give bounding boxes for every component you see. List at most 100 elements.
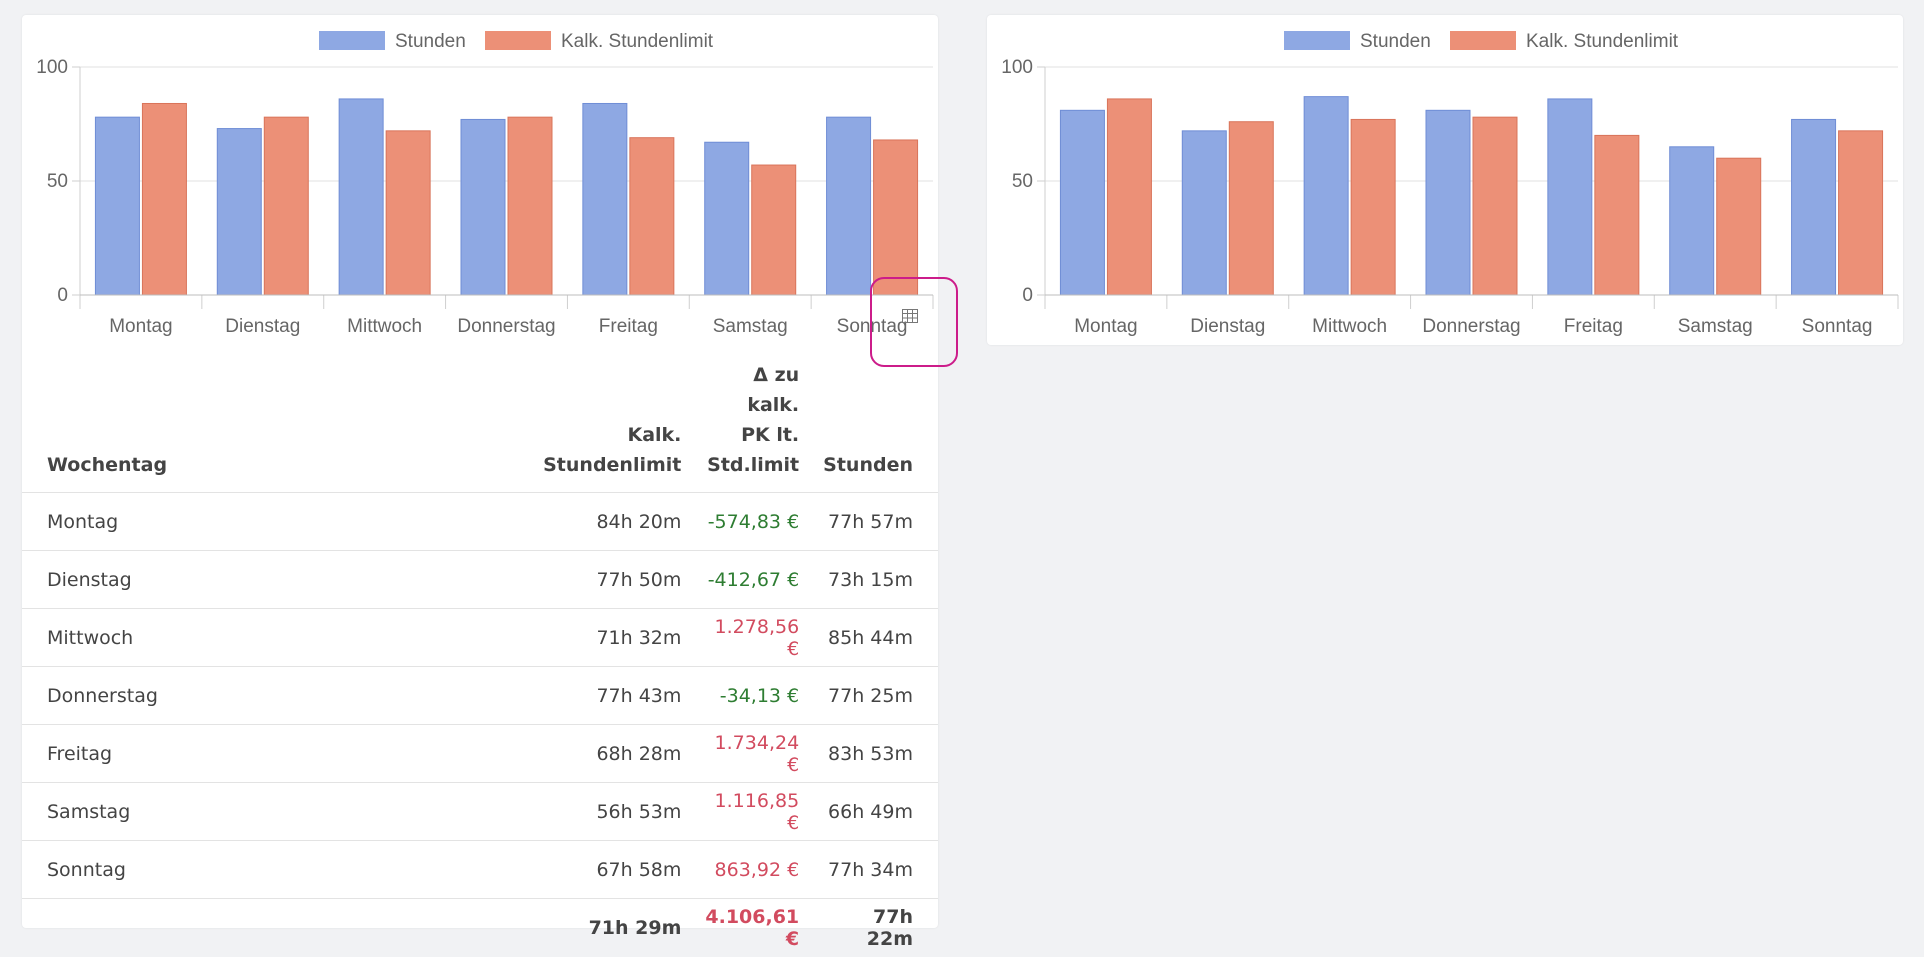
- cell-day: Sonntag: [22, 840, 532, 899]
- table-icon: [902, 309, 918, 323]
- x-category-label: Mittwoch: [347, 316, 422, 337]
- bar[interactable]: [1181, 130, 1227, 296]
- cell-limit: 56h 53m: [531, 782, 694, 841]
- legend-swatch: [485, 31, 551, 50]
- x-category-label: Freitag: [599, 316, 658, 337]
- bar[interactable]: [751, 164, 797, 296]
- bar[interactable]: [826, 116, 872, 296]
- bar[interactable]: [507, 116, 553, 296]
- legend-swatch: [1450, 31, 1516, 50]
- x-category-label: Dienstag: [225, 316, 300, 337]
- cell-stunden: 77h 34m: [811, 840, 938, 899]
- bar[interactable]: [385, 130, 431, 296]
- bar[interactable]: [216, 128, 262, 296]
- bar[interactable]: [338, 98, 384, 296]
- cell-stunden: 66h 49m: [811, 782, 938, 841]
- table-row: Donnerstag 77h 43m -34,13 € 77h 25m: [22, 666, 938, 725]
- legend-label[interactable]: Stunden: [395, 31, 466, 52]
- bar[interactable]: [1303, 96, 1349, 296]
- bar[interactable]: [1425, 109, 1471, 296]
- bar[interactable]: [1716, 157, 1762, 296]
- cell-delta: 863,92 €: [693, 840, 812, 899]
- x-category-label: Sonntag: [837, 316, 908, 337]
- x-category-label: Mittwoch: [1312, 316, 1387, 337]
- bar[interactable]: [460, 118, 506, 296]
- bar[interactable]: [1669, 146, 1715, 296]
- header-stunden: Stunden: [811, 360, 938, 493]
- cell-limit: 71h 32m: [531, 608, 694, 667]
- chart-card-right: Stunden Kalk. Stundenlimit 0 50 100 Montag Die…: [987, 15, 1903, 345]
- y-tick-label: 0: [57, 285, 68, 306]
- cell-total-delta: 4.106,61 €: [705, 905, 800, 950]
- cell-limit: 84h 20m: [531, 492, 694, 551]
- bar[interactable]: [141, 102, 187, 296]
- bar[interactable]: [1838, 130, 1884, 296]
- x-category-label: Montag: [109, 316, 172, 337]
- cell-delta: -412,67 €: [693, 550, 812, 609]
- legend-label[interactable]: Kalk. Stundenlimit: [561, 31, 714, 52]
- bar[interactable]: [1059, 109, 1105, 296]
- cell-delta: -574,83 €: [693, 492, 812, 551]
- bar[interactable]: [704, 141, 750, 296]
- bar[interactable]: [1594, 134, 1640, 296]
- cell-limit: 68h 28m: [531, 724, 694, 783]
- x-category-label: Dienstag: [1190, 316, 1265, 337]
- table-row: Sonntag 67h 58m 863,92 € 77h 34m: [22, 840, 938, 899]
- cell-stunden: 85h 44m: [811, 608, 938, 667]
- x-category-label: Freitag: [1564, 316, 1623, 337]
- y-tick-label: 50: [47, 171, 68, 192]
- table-row: Montag 84h 20m -574,83 € 77h 57m: [22, 492, 938, 551]
- table-row: Samstag 56h 53m 1.116,85 € 66h 49m: [22, 782, 938, 841]
- cell-day: Samstag: [22, 782, 532, 841]
- cell-day: Donnerstag: [22, 666, 532, 725]
- legend-label[interactable]: Stunden: [1360, 31, 1431, 52]
- bar[interactable]: [873, 139, 919, 296]
- y-tick-label: 0: [1022, 285, 1033, 306]
- cell-delta: 1.116,85 €: [693, 782, 812, 841]
- header-wochentag: Wochentag: [22, 360, 532, 493]
- cell-total-stunden: 77h 22m: [866, 905, 913, 950]
- cell-limit: 67h 58m: [531, 840, 694, 899]
- x-category-label: Donnerstag: [1422, 316, 1520, 337]
- table-row: Dienstag 77h 50m -412,67 € 73h 15m: [22, 550, 938, 609]
- header-stundenlimit: Kalk. Stundenlimit: [531, 360, 694, 493]
- cell-day: Freitag: [22, 724, 532, 783]
- bar[interactable]: [263, 116, 309, 296]
- cell-delta: 1.278,56 €: [693, 608, 812, 667]
- y-tick-label: 100: [1001, 57, 1033, 78]
- cell-delta: -34,13 €: [693, 666, 812, 725]
- cell-day: Dienstag: [22, 550, 532, 609]
- cell-stunden: 83h 53m: [811, 724, 938, 783]
- cell-limit: 77h 50m: [531, 550, 694, 609]
- cell-day: Montag: [22, 492, 532, 551]
- bar[interactable]: [629, 137, 675, 296]
- bar-chart-right: Stunden Kalk. Stundenlimit 0 50 100 Montag Die…: [1001, 31, 1899, 337]
- x-category-label: Montag: [1074, 316, 1137, 337]
- cell-delta: 1.734,24 €: [693, 724, 812, 783]
- table-row: Freitag 68h 28m 1.734,24 € 83h 53m: [22, 724, 938, 783]
- table-row: Mittwoch 71h 32m 1.278,56 € 85h 44m: [22, 608, 938, 667]
- legend-label[interactable]: Kalk. Stundenlimit: [1526, 31, 1679, 52]
- x-category-label: Samstag: [1678, 316, 1753, 337]
- bar[interactable]: [1547, 98, 1593, 296]
- bar[interactable]: [1106, 98, 1152, 296]
- bar[interactable]: [1350, 118, 1396, 296]
- bar[interactable]: [94, 116, 140, 296]
- table-header-row: Wochentag Kalk. Stundenlimit Δ zu kalk. PK…: [22, 360, 938, 493]
- x-category-label: Sonntag: [1802, 316, 1873, 337]
- cell-stunden: 77h 25m: [811, 666, 938, 725]
- cell-day: Mittwoch: [22, 608, 532, 667]
- weekday-table: Wochentag Kalk. Stundenlimit Δ zu kalk. PK…: [22, 360, 938, 957]
- y-tick-label: 100: [36, 57, 68, 78]
- bar[interactable]: [1791, 118, 1837, 296]
- header-delta: Δ zu kalk. PK lt. Std.limit: [693, 360, 812, 493]
- cell-limit: 77h 43m: [531, 666, 694, 725]
- bar[interactable]: [582, 102, 628, 296]
- cell-total-label: [22, 899, 531, 957]
- bar-chart-left: Stunden Kalk. Stundenlimit 0 50 100 Montag Die…: [36, 31, 934, 337]
- cell-total-limit: 71h 29m: [588, 916, 682, 939]
- bar[interactable]: [1228, 121, 1274, 296]
- bar[interactable]: [1472, 116, 1518, 296]
- cell-stunden: 77h 57m: [811, 492, 938, 551]
- table-view-toggle[interactable]: [870, 277, 958, 367]
